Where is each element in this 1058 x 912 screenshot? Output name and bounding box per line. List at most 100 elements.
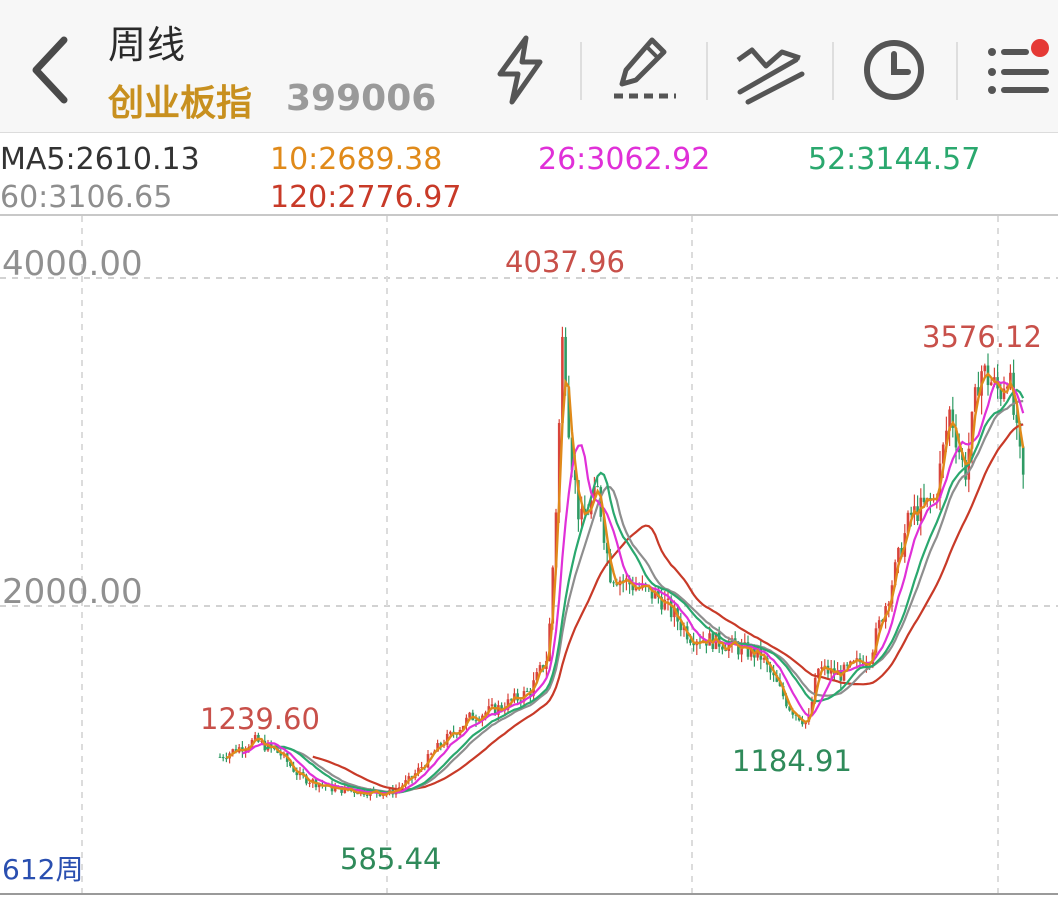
chevron-left-icon: [32, 36, 68, 104]
candle-body: [1021, 446, 1025, 475]
candle-body: [570, 437, 574, 471]
candle-body: [465, 717, 468, 726]
candle-body: [977, 387, 980, 396]
candle-body: [525, 691, 529, 693]
candle-body: [673, 608, 676, 618]
candle-body: [820, 667, 823, 669]
candle-body: [666, 598, 670, 600]
candle-body: [769, 664, 772, 673]
candle-body: [308, 782, 311, 784]
candle-body: [577, 480, 580, 520]
candle-body: [605, 542, 609, 554]
candle-body: [586, 513, 590, 515]
candle-body: [397, 787, 401, 790]
candle-body: [429, 753, 433, 755]
candle-body: [788, 706, 791, 711]
candle-body: [279, 752, 283, 756]
candle-body: [378, 793, 382, 796]
candle-body: [449, 731, 452, 734]
candle-body: [580, 508, 583, 520]
lightning-button[interactable]: [482, 30, 558, 110]
ma26-value: 26:3062.92: [538, 142, 711, 177]
candle-body: [609, 553, 612, 583]
candle-body: [778, 681, 782, 686]
candle-body: [909, 512, 913, 515]
candle-body: [679, 621, 683, 631]
candle-body: [669, 598, 673, 618]
legend-divider: [0, 214, 1058, 216]
candle-body: [497, 705, 500, 715]
kline-chart[interactable]: [0, 216, 1058, 908]
history-button[interactable]: [856, 30, 932, 110]
candle-body: [317, 784, 321, 788]
candle-body: [567, 386, 571, 438]
period-title: 周线: [108, 23, 187, 67]
candle-body: [737, 644, 740, 655]
candle-body: [663, 599, 667, 610]
trend-line-button[interactable]: [730, 30, 806, 110]
candle-body: [845, 664, 849, 666]
candle-body: [253, 734, 257, 740]
candle-body: [954, 427, 958, 448]
candle-body: [948, 409, 951, 431]
candle-body: [484, 712, 487, 716]
candle-body: [506, 699, 510, 710]
toolbar-divider: [832, 42, 834, 100]
candle-body: [906, 512, 910, 534]
candle-body: [746, 642, 750, 657]
axis-label-top: 4000.00: [2, 244, 143, 284]
candle-body: [554, 512, 558, 568]
low-label-2: 1184.91: [732, 744, 852, 778]
candle-body: [365, 794, 369, 796]
ma120-value: 120:2776.97: [270, 180, 462, 215]
chart-grid: [0, 216, 1058, 895]
toolbar-divider: [580, 42, 582, 100]
toolbar-divider: [956, 42, 958, 100]
candle-body: [877, 620, 881, 629]
candle-body: [474, 720, 478, 722]
candle-body: [436, 743, 439, 752]
candle-body: [964, 459, 967, 480]
menu-button[interactable]: [980, 30, 1056, 110]
moving-average-lines: [225, 372, 1025, 796]
candle-body: [989, 382, 993, 386]
candle-body: [292, 766, 295, 772]
candle-body: [692, 642, 695, 646]
back-button[interactable]: [22, 34, 82, 106]
candle-body: [817, 668, 820, 678]
candle-body: [749, 647, 753, 657]
candle-body: [535, 672, 539, 681]
candle-body: [631, 584, 635, 591]
period-count: 612周: [2, 853, 84, 886]
candle-body: [829, 668, 833, 674]
candle-body: [445, 733, 449, 745]
candle-body: [417, 767, 420, 774]
ma52-value: 52:3144.57: [808, 142, 981, 177]
index-code: 399006: [286, 78, 437, 119]
candle-body: [487, 706, 491, 713]
candle-body: [801, 720, 804, 725]
candle-body: [426, 754, 430, 768]
candle-body: [785, 696, 788, 707]
candle-body: [519, 700, 523, 702]
candle-body: [561, 336, 564, 424]
candle-body: [439, 743, 443, 746]
kline-chart-canvas: [0, 216, 1058, 895]
pen-draw-icon: [614, 37, 676, 99]
candle-body: [218, 756, 222, 758]
candle-body: [490, 704, 494, 707]
candle-body: [557, 423, 561, 513]
candle-body: [762, 657, 766, 660]
candle-body: [407, 776, 411, 781]
candle-body: [970, 411, 974, 449]
candle-body: [721, 646, 724, 650]
candle-body: [263, 740, 267, 751]
lightning-icon: [497, 35, 543, 105]
menu-list-icon: [988, 39, 1049, 94]
ma5-value: MA5:2610.13: [0, 142, 200, 177]
draw-button[interactable]: [606, 30, 682, 110]
candle-body: [273, 747, 276, 749]
candle-body: [922, 497, 926, 503]
notification-dot: [1031, 39, 1049, 57]
index-name: 创业板指: [108, 83, 253, 124]
